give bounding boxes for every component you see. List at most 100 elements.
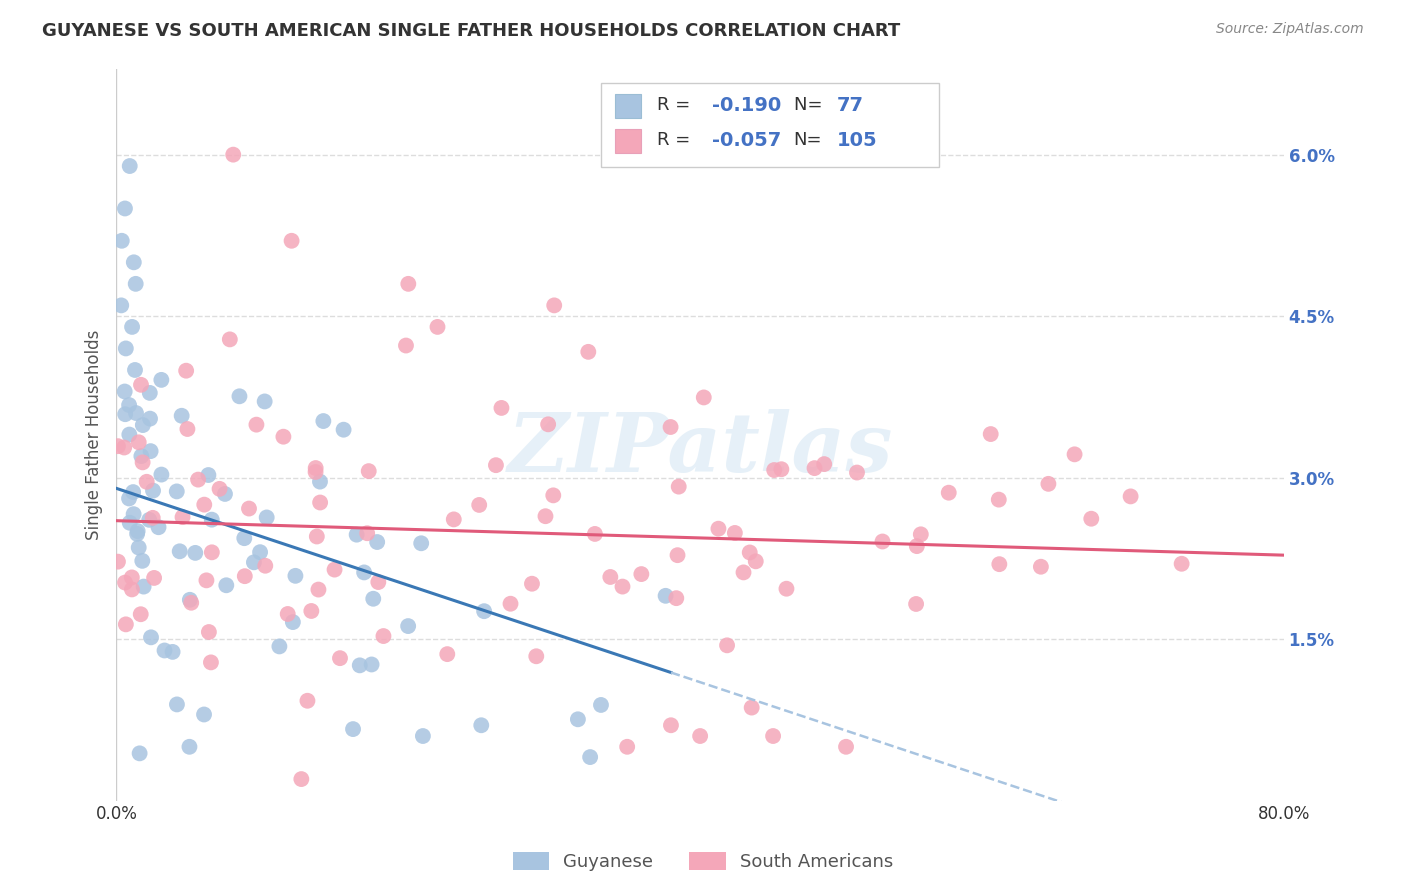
Point <box>905 539 928 553</box>
Point <box>114 407 136 421</box>
Point <box>218 332 240 346</box>
Point <box>127 524 149 538</box>
Point <box>118 427 141 442</box>
Point <box>193 707 215 722</box>
Point <box>135 475 157 489</box>
Point <box>775 582 797 596</box>
Point <box>738 545 761 559</box>
Point <box>143 571 166 585</box>
Point <box>243 555 266 569</box>
Point <box>125 277 148 291</box>
Text: 105: 105 <box>837 131 877 150</box>
Point <box>579 750 602 764</box>
Point <box>170 409 193 423</box>
Point <box>659 420 682 434</box>
Point <box>763 463 786 477</box>
Point <box>470 718 492 732</box>
Point <box>534 509 557 524</box>
Point <box>238 501 260 516</box>
Text: 77: 77 <box>837 95 863 115</box>
Point <box>612 580 634 594</box>
Point <box>443 512 465 526</box>
Point <box>665 591 688 606</box>
Point <box>872 534 894 549</box>
Point <box>366 535 388 549</box>
Point <box>707 522 730 536</box>
Point <box>131 554 153 568</box>
Point <box>741 700 763 714</box>
Point <box>112 441 135 455</box>
FancyBboxPatch shape <box>614 95 641 118</box>
Point <box>128 435 150 450</box>
Point <box>666 548 689 562</box>
Point <box>162 645 184 659</box>
Point <box>214 487 236 501</box>
Point <box>150 373 173 387</box>
Point <box>118 159 141 173</box>
FancyBboxPatch shape <box>614 129 641 153</box>
Point <box>733 566 755 580</box>
Point <box>150 467 173 482</box>
Point <box>254 558 277 573</box>
Point <box>520 576 543 591</box>
Point <box>139 385 162 400</box>
Point <box>770 462 793 476</box>
Point <box>122 255 145 269</box>
Point <box>280 234 302 248</box>
Point <box>233 569 256 583</box>
Point <box>485 458 508 473</box>
Point <box>395 338 418 352</box>
Point <box>245 417 267 432</box>
Point <box>277 607 299 621</box>
Point <box>716 638 738 652</box>
Point <box>309 475 332 489</box>
Text: -0.190: -0.190 <box>711 95 782 115</box>
Point <box>179 592 201 607</box>
Text: -0.057: -0.057 <box>711 131 782 150</box>
Point <box>142 483 165 498</box>
Point <box>468 498 491 512</box>
Point <box>357 464 380 478</box>
Point <box>222 147 245 161</box>
Point <box>938 485 960 500</box>
Point <box>174 364 197 378</box>
Point <box>138 513 160 527</box>
Point <box>180 596 202 610</box>
Text: R =: R = <box>657 131 696 149</box>
Legend: Guyanese, South Americans: Guyanese, South Americans <box>506 845 900 879</box>
Point <box>166 698 188 712</box>
Point <box>169 544 191 558</box>
Point <box>290 772 312 786</box>
Point <box>724 525 747 540</box>
Point <box>436 647 458 661</box>
Point <box>184 546 207 560</box>
Point <box>305 529 328 543</box>
Point <box>228 389 250 403</box>
Point <box>988 557 1011 571</box>
Point <box>111 234 134 248</box>
Point <box>524 649 547 664</box>
FancyBboxPatch shape <box>600 83 939 168</box>
Point <box>329 651 352 665</box>
Point <box>153 643 176 657</box>
Point <box>599 570 621 584</box>
Point <box>693 391 716 405</box>
Point <box>323 563 346 577</box>
Point <box>630 567 652 582</box>
Point <box>121 570 143 584</box>
Point <box>1170 557 1192 571</box>
Point <box>304 465 326 479</box>
Point <box>107 439 129 453</box>
Point <box>128 747 150 761</box>
Point <box>139 411 162 425</box>
Point <box>118 516 141 530</box>
Point <box>356 526 378 541</box>
Point <box>305 461 328 475</box>
Point <box>256 510 278 524</box>
Text: Source: ZipAtlas.com: Source: ZipAtlas.com <box>1216 22 1364 37</box>
Text: ZIPatlas: ZIPatlas <box>508 409 893 489</box>
Text: R =: R = <box>657 96 696 114</box>
Point <box>193 498 215 512</box>
Text: N=: N= <box>793 96 828 114</box>
Point <box>1063 447 1085 461</box>
